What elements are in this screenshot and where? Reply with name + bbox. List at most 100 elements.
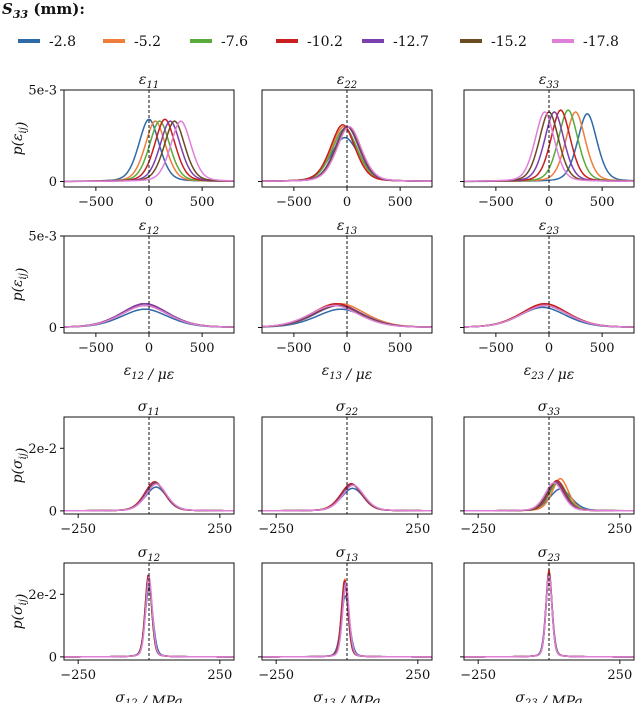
y-tick-label: 0 xyxy=(49,175,57,190)
x-tick-label: 0 xyxy=(343,195,351,210)
x-tick-label: −500 xyxy=(276,341,312,356)
y-axis-label: p(εij) xyxy=(10,122,30,156)
panel-title: ε12 xyxy=(139,218,159,237)
panel-9: −250 250 σ33 xyxy=(460,399,635,537)
legend-label-1: -5.2 xyxy=(134,34,161,50)
x-tick-label: −500 xyxy=(478,195,514,210)
x-tick-label: −500 xyxy=(478,341,514,356)
axes-frame xyxy=(463,562,635,661)
x-tick-label: 500 xyxy=(190,195,215,210)
series-line--2.8 xyxy=(262,136,432,182)
legend-title-unit: (mm): xyxy=(28,0,85,18)
y-axis-label: p(σij) xyxy=(10,594,30,630)
series-line--10.2 xyxy=(64,481,234,512)
x-axis-label: ε23 / με xyxy=(524,363,575,383)
y-tick-label: 2e-2 xyxy=(28,588,57,603)
panel-2: −500 0 500 ε22 xyxy=(258,72,433,210)
axes-frame xyxy=(63,416,235,515)
x-tick-label: 500 xyxy=(590,195,615,210)
legend-label-2: -7.6 xyxy=(221,34,248,50)
x-tick-label: 0 xyxy=(145,195,153,210)
panel-5: −500 0 500 ε13 ε13 / με xyxy=(258,218,433,383)
panel-1: −500 0 500 0 5e-3 ε11 p(εij) xyxy=(10,72,235,210)
x-tick-label: −500 xyxy=(276,195,312,210)
x-tick-label: 500 xyxy=(388,195,413,210)
x-tick-label: −500 xyxy=(78,195,114,210)
y-tick-label: 2e-2 xyxy=(28,442,57,457)
y-axis-label: p(σij) xyxy=(10,448,30,484)
y-tick-label: 0 xyxy=(49,321,57,336)
panel-title: σ23 xyxy=(538,545,560,564)
x-tick-label: 0 xyxy=(545,195,553,210)
series-line--17.8 xyxy=(464,304,634,328)
x-tick-label: −250 xyxy=(60,522,96,537)
x-tick-label: −250 xyxy=(258,522,294,537)
legend: S33 (mm): -2.8 -5.2 -7.6 -10.2 -12.7 -15.2 -17… xyxy=(2,0,619,50)
series-line--17.8 xyxy=(262,582,432,658)
x-tick-label: 500 xyxy=(388,341,413,356)
x-tick-label: 250 xyxy=(607,522,632,537)
x-tick-label: 250 xyxy=(207,522,232,537)
panel-6: −500 0 500 ε23 ε23 / με xyxy=(460,218,635,383)
series-line--17.8 xyxy=(64,483,234,512)
panel-8: −250 250 σ22 xyxy=(258,399,433,537)
x-tick-label: 250 xyxy=(207,668,232,683)
x-tick-label: 250 xyxy=(405,668,430,683)
series-line--17.8 xyxy=(464,111,634,183)
legend-label-3: -10.2 xyxy=(307,34,343,50)
legend-title: S33 (mm): xyxy=(2,0,85,21)
x-axis-label: ε12 / με xyxy=(124,363,175,383)
y-tick-label: 5e-3 xyxy=(28,230,57,245)
legend-label-4: -12.7 xyxy=(393,34,429,50)
x-tick-label: 250 xyxy=(607,668,632,683)
svg-text:p(εij): p(εij) xyxy=(10,268,30,302)
x-tick-label: 250 xyxy=(405,522,430,537)
series-group xyxy=(64,302,234,328)
y-axis-label: p(εij) xyxy=(10,268,30,302)
panel-title: σ22 xyxy=(336,399,358,418)
legend-label-5: -15.2 xyxy=(491,34,527,50)
panel-title: ε23 xyxy=(539,218,559,237)
legend-items: -2.8 -5.2 -7.6 -10.2 -12.7 -15.2 -17.8 xyxy=(18,34,619,50)
x-axis-label: σ23 / MPa xyxy=(515,690,582,703)
x-tick-label: −250 xyxy=(460,668,496,683)
panel-10: −250 250 0 2e-2 σ12 p(σij) σ12 / MPa xyxy=(10,545,235,703)
panel-4: −500 0 500 0 5e-3 ε12 p(εij) ε12 / με xyxy=(10,218,235,383)
axes-frame xyxy=(261,562,433,661)
x-tick-label: 500 xyxy=(190,341,215,356)
svg-text:p(σij): p(σij) xyxy=(10,594,30,630)
svg-text:p(εij): p(εij) xyxy=(10,122,30,156)
y-tick-label: 0 xyxy=(49,650,57,665)
series-line--17.8 xyxy=(64,120,234,183)
panel-title: σ13 xyxy=(336,545,358,564)
axes-frame xyxy=(63,562,235,661)
series-group xyxy=(64,481,234,512)
series-line--17.8 xyxy=(64,304,234,328)
x-axis-label: σ12 / MPa xyxy=(115,690,182,703)
series-line--12.7 xyxy=(64,481,234,512)
panel-title: σ11 xyxy=(138,399,160,418)
x-tick-label: −250 xyxy=(258,668,294,683)
legend-label-6: -17.8 xyxy=(583,34,619,50)
panel-12: −250 250 σ23 σ23 / MPa xyxy=(460,545,635,703)
series-line--2.8 xyxy=(64,585,234,658)
x-axis-label: σ13 / MPa xyxy=(313,690,380,703)
legend-title-symbol: S xyxy=(2,0,13,18)
legend-title-subscript: 33 xyxy=(13,8,29,21)
svg-text:p(σij): p(σij) xyxy=(10,448,30,484)
panel-title: ε11 xyxy=(139,72,159,91)
panels: −500 0 500 0 5e-3 ε11 p(εij) −500 0 500 ε22 −500 0 50… xyxy=(10,72,635,703)
panel-title: ε22 xyxy=(337,72,357,91)
series-line--17.8 xyxy=(262,125,432,182)
x-tick-label: 0 xyxy=(343,341,351,356)
x-tick-label: 0 xyxy=(545,341,553,356)
panel-7: −250 250 0 2e-2 σ11 p(σij) xyxy=(10,399,235,537)
x-axis-label: ε13 / με xyxy=(322,363,373,383)
y-tick-label: 5e-3 xyxy=(28,84,57,99)
panel-title: σ12 xyxy=(138,545,160,564)
axes-frame xyxy=(463,416,635,515)
x-tick-label: −500 xyxy=(78,341,114,356)
x-tick-label: 0 xyxy=(145,341,153,356)
panel-3: −500 0 500 ε33 xyxy=(460,72,635,210)
